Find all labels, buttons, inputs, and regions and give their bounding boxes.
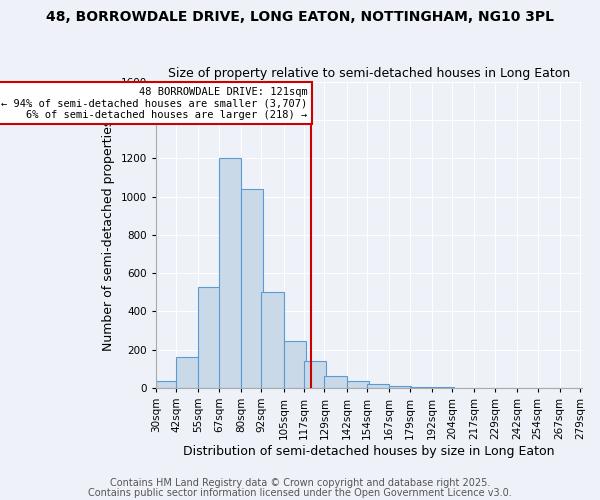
Bar xyxy=(410,387,432,388)
Bar xyxy=(367,384,389,388)
Bar xyxy=(347,381,369,388)
Bar xyxy=(199,288,220,388)
Bar xyxy=(156,381,178,388)
Bar xyxy=(284,341,306,388)
Y-axis label: Number of semi-detached properties: Number of semi-detached properties xyxy=(102,119,115,350)
Bar xyxy=(325,376,347,388)
Bar xyxy=(262,292,284,388)
Bar xyxy=(219,158,241,388)
Text: 48, BORROWDALE DRIVE, LONG EATON, NOTTINGHAM, NG10 3PL: 48, BORROWDALE DRIVE, LONG EATON, NOTTIN… xyxy=(46,10,554,24)
Bar xyxy=(389,386,412,388)
Text: Contains HM Land Registry data © Crown copyright and database right 2025.: Contains HM Land Registry data © Crown c… xyxy=(110,478,490,488)
Text: 48 BORROWDALE DRIVE: 121sqm
← 94% of semi-detached houses are smaller (3,707)
6%: 48 BORROWDALE DRIVE: 121sqm ← 94% of sem… xyxy=(1,86,307,120)
Bar xyxy=(304,361,326,388)
X-axis label: Distribution of semi-detached houses by size in Long Eaton: Distribution of semi-detached houses by … xyxy=(183,444,554,458)
Title: Size of property relative to semi-detached houses in Long Eaton: Size of property relative to semi-detach… xyxy=(167,66,570,80)
Bar xyxy=(176,357,199,388)
Bar xyxy=(241,189,263,388)
Text: Contains public sector information licensed under the Open Government Licence v3: Contains public sector information licen… xyxy=(88,488,512,498)
